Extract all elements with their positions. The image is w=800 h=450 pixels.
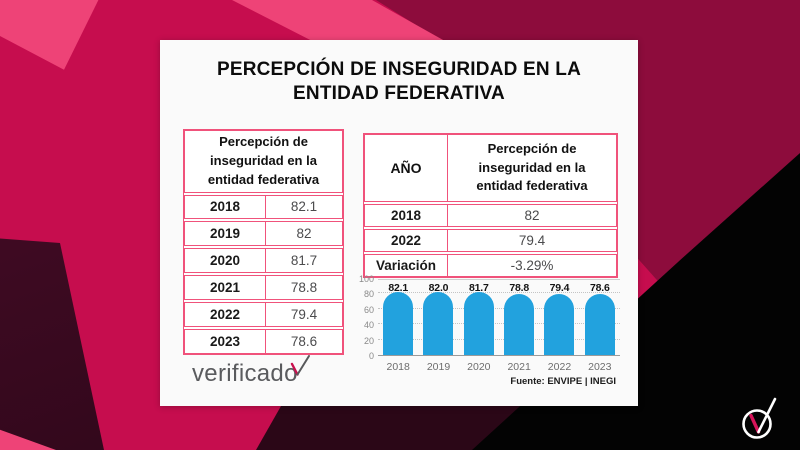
yearly-table-header: Percepción de inseguridad en la entidad … xyxy=(184,130,343,193)
variation-table: AÑO Percepción de inseguridad en la enti… xyxy=(363,133,618,278)
year-cell: 2023 xyxy=(209,334,241,350)
x-tick-label: 2018 xyxy=(386,361,410,373)
gridline xyxy=(378,338,620,340)
bar-value-label: 81.7 xyxy=(469,282,489,294)
bar xyxy=(423,291,454,355)
table-row: 2020 81.7 xyxy=(184,248,343,274)
y-tick-label: 20 xyxy=(363,335,374,346)
year-cell: 2021 xyxy=(209,280,241,296)
value-cell: 78.8 xyxy=(265,276,342,300)
bar-value-label: 79.4 xyxy=(549,282,570,294)
label-cell: 2022 xyxy=(390,233,422,248)
x-tick-label: 2021 xyxy=(507,361,531,373)
chart-plot-area: 82.1 82.0 81.7 78.8 79.4 78.6 xyxy=(378,279,620,356)
variation-table-header: AÑO Percepción de inseguridad en la enti… xyxy=(364,134,617,202)
yearly-perception-table: Percepción de inseguridad en la entidad … xyxy=(183,129,344,355)
value-cell: 78.6 xyxy=(265,330,342,353)
label-cell: Variación xyxy=(375,258,437,273)
bar-slot: 82.1 xyxy=(378,280,418,355)
value-cell: -3.29% xyxy=(447,255,616,276)
table-row: 2019 82 xyxy=(184,221,343,247)
gridline xyxy=(378,323,620,325)
table-row: 2022 79.4 xyxy=(364,229,617,252)
x-tick-label: 2019 xyxy=(426,361,451,373)
table-row: 2021 78.8 xyxy=(184,275,343,301)
content-card: PERCEPCIÓN DE INSEGURIDAD EN LA ENTIDAD … xyxy=(160,40,638,406)
year-column-header: AÑO xyxy=(390,160,422,176)
table-row: 2022 79.4 xyxy=(184,302,343,328)
y-tick-label: 0 xyxy=(368,351,374,361)
table-row: Variación -3.29% xyxy=(364,254,617,277)
bar xyxy=(584,294,615,355)
year-cell: 2020 xyxy=(209,253,241,269)
bar xyxy=(504,294,535,355)
y-tick-label: 80 xyxy=(363,289,374,300)
y-tick-label: 100 xyxy=(358,274,374,284)
chart-plot-wrap: 82.1 82.0 81.7 78.8 79.4 78.6 2018 2019 2020 202… xyxy=(378,279,620,391)
year-cell: 2022 xyxy=(209,307,241,323)
x-tick-label: 2020 xyxy=(467,361,491,373)
verificado-wordmark-text: verificado xyxy=(192,360,298,387)
y-tick-label: 40 xyxy=(363,320,374,331)
perception-bar-chart: 0 20 40 60 80 100 82.1 82.0 81.7 78.8 79.4 78.6 20… xyxy=(352,275,620,391)
bar-slot: 78.8 xyxy=(499,280,539,355)
year-cell: 2019 xyxy=(209,226,241,242)
check-icon xyxy=(290,355,310,376)
chart-x-axis: 2018 2019 2020 2021 2022 2023 xyxy=(378,356,620,373)
bar xyxy=(544,293,575,355)
bar-value-label: 82.1 xyxy=(388,282,408,294)
value-cell: 79.4 xyxy=(447,230,616,251)
page-title-line1: PERCEPCIÓN DE INSEGURIDAD EN LA xyxy=(216,59,582,80)
value-cell: 79.4 xyxy=(265,303,342,327)
year-cell: 2018 xyxy=(209,199,241,215)
table-row: 2018 82.1 xyxy=(184,194,343,220)
verificado-wordmark: verificado xyxy=(192,355,310,388)
bar-slot: 82.0 xyxy=(418,280,458,355)
value-cell: 82 xyxy=(265,222,342,246)
bar-value-label: 78.6 xyxy=(589,282,610,294)
x-tick-label: 2022 xyxy=(547,361,572,373)
chart-y-axis: 0 20 40 60 80 100 xyxy=(352,275,378,361)
label-cell: 2018 xyxy=(390,208,422,223)
value-cell: 82.1 xyxy=(265,195,342,219)
verificado-check-icon xyxy=(742,397,777,439)
gridline xyxy=(378,307,620,309)
bar-slot: 81.7 xyxy=(459,280,499,355)
table-row: 2018 82 xyxy=(364,204,617,227)
value-cell: 81.7 xyxy=(265,249,342,273)
page-title-line2: ENTIDAD FEDERATIVA xyxy=(293,82,505,104)
bar-value-label: 82.0 xyxy=(428,282,449,294)
x-tick-label: 2023 xyxy=(588,361,612,373)
bar-slot: 78.6 xyxy=(580,280,620,355)
page-title: PERCEPCIÓN DE INSEGURIDAD EN LA ENTIDAD … xyxy=(160,58,638,106)
source-caption: Fuente: ENVIPE | INEGI xyxy=(510,376,616,387)
table-row: 2023 78.6 xyxy=(184,329,343,354)
y-tick-label: 60 xyxy=(363,304,374,315)
bar xyxy=(463,292,494,355)
bar-value-label: 78.8 xyxy=(509,282,529,294)
perception-column-header: Percepción de inseguridad en la entidad … xyxy=(447,135,616,201)
value-cell: 82 xyxy=(447,205,616,226)
bar xyxy=(383,291,414,355)
gridline xyxy=(378,292,620,294)
bar-slot: 79.4 xyxy=(539,280,579,355)
